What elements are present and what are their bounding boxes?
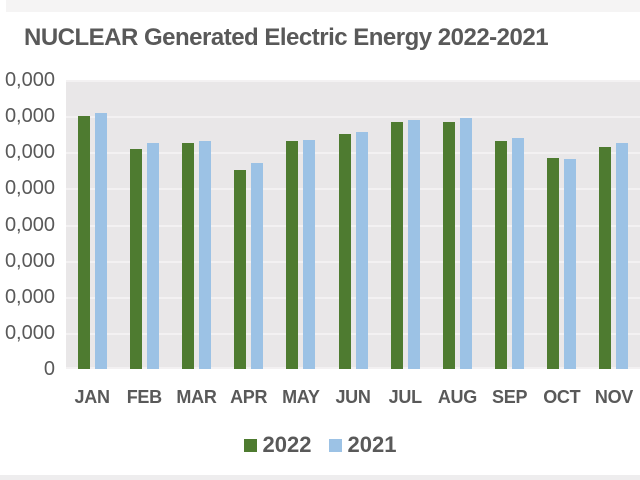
month-slot-oct bbox=[536, 80, 588, 369]
legend-item-2021: 2021 bbox=[328, 432, 397, 457]
x-axis-label-apr: APR bbox=[230, 387, 268, 407]
y-axis-tick-label: 0,000 bbox=[4, 213, 55, 236]
bar-2022-aug bbox=[442, 121, 455, 369]
y-axis-tick-label: 0,000 bbox=[4, 141, 55, 164]
y-axis-tick-label: 0,000 bbox=[4, 69, 55, 91]
month-slot-jan bbox=[66, 80, 118, 369]
bar-2021-apr bbox=[251, 163, 264, 369]
bar-series-container bbox=[66, 80, 640, 369]
y-axis-tick-label: 0,000 bbox=[4, 177, 55, 200]
month-slot-jun bbox=[327, 80, 379, 369]
chart-title: NUCLEAR Generated Electric Energy 2022-2… bbox=[24, 24, 549, 51]
plot-area bbox=[66, 80, 640, 369]
y-axis-tick-label: 0,000 bbox=[4, 321, 55, 344]
bar-2022-nov bbox=[599, 146, 612, 369]
bar-2021-feb bbox=[146, 143, 159, 369]
bar-2022-jan bbox=[77, 116, 90, 369]
bar-2021-mar bbox=[198, 141, 211, 369]
gridline bbox=[66, 188, 640, 191]
bar-2022-may bbox=[286, 141, 299, 369]
legend-item-2022: 2022 bbox=[243, 432, 312, 457]
chart-legend: 2022 2021 bbox=[0, 433, 640, 457]
month-slot-aug bbox=[431, 80, 483, 369]
bar-2022-jun bbox=[338, 134, 351, 369]
bar-2021-aug bbox=[459, 117, 472, 369]
gridline bbox=[66, 80, 640, 82]
x-axis-label-jun: JUN bbox=[335, 387, 371, 407]
bar-2022-jul bbox=[390, 121, 403, 369]
y-axis-tick-label: 0 bbox=[43, 358, 55, 380]
month-slot-feb bbox=[118, 80, 170, 369]
gridline bbox=[66, 332, 640, 335]
legend-label-2021: 2021 bbox=[347, 432, 397, 457]
bar-2021-oct bbox=[564, 159, 577, 369]
gridline bbox=[66, 367, 640, 369]
gridline bbox=[66, 152, 640, 155]
x-axis-label-oct: OCT bbox=[543, 387, 581, 407]
bar-2022-mar bbox=[181, 143, 194, 369]
x-axis-label-mar: MAR bbox=[176, 387, 217, 407]
month-slot-sep bbox=[484, 80, 536, 369]
x-axis-label-jan: JAN bbox=[74, 387, 110, 407]
x-axis: JAN FEB MAR APR MAY JUN JUL AUG SEP OCT NOV bbox=[66, 387, 640, 409]
bar-2022-sep bbox=[495, 141, 508, 369]
bottom-edge-strip bbox=[0, 475, 640, 480]
month-slot-apr bbox=[223, 80, 275, 369]
bar-2021-jul bbox=[407, 119, 420, 369]
bar-2021-sep bbox=[512, 137, 525, 369]
top-edge-strip bbox=[6, 0, 640, 12]
month-slot-mar bbox=[170, 80, 222, 369]
gridline bbox=[66, 116, 640, 119]
gridline bbox=[66, 296, 640, 299]
legend-swatch-2021 bbox=[328, 438, 342, 452]
gridline bbox=[66, 224, 640, 227]
x-axis-label-may: MAY bbox=[282, 387, 320, 407]
legend-label-2022: 2022 bbox=[262, 432, 312, 457]
y-axis-tick-label: 0,000 bbox=[4, 285, 55, 308]
bar-2021-nov bbox=[616, 143, 629, 369]
bar-2022-oct bbox=[547, 157, 560, 369]
x-axis-label-nov: NOV bbox=[594, 387, 634, 407]
gridline bbox=[66, 260, 640, 263]
y-axis-tick-label: 0,000 bbox=[4, 105, 55, 128]
bar-2022-apr bbox=[234, 170, 247, 369]
x-axis-label-aug: AUG bbox=[437, 387, 477, 407]
x-axis-label-jul: JUL bbox=[388, 387, 422, 407]
month-slot-jul bbox=[379, 80, 431, 369]
bar-2021-jan bbox=[94, 112, 107, 369]
month-slot-nov bbox=[588, 80, 640, 369]
legend-swatch-2022 bbox=[243, 438, 257, 452]
y-axis-tick-label: 0,000 bbox=[4, 249, 55, 272]
bar-2022-feb bbox=[129, 148, 142, 369]
bar-2021-may bbox=[303, 139, 316, 369]
x-axis-label-sep: SEP bbox=[492, 387, 528, 407]
y-axis: 0,000 0,000 0,000 0,000 0,000 0,000 0,000 0,000… bbox=[0, 70, 55, 379]
month-slot-may bbox=[275, 80, 327, 369]
bar-2021-jun bbox=[355, 132, 368, 369]
x-axis-label-feb: FEB bbox=[126, 387, 162, 407]
